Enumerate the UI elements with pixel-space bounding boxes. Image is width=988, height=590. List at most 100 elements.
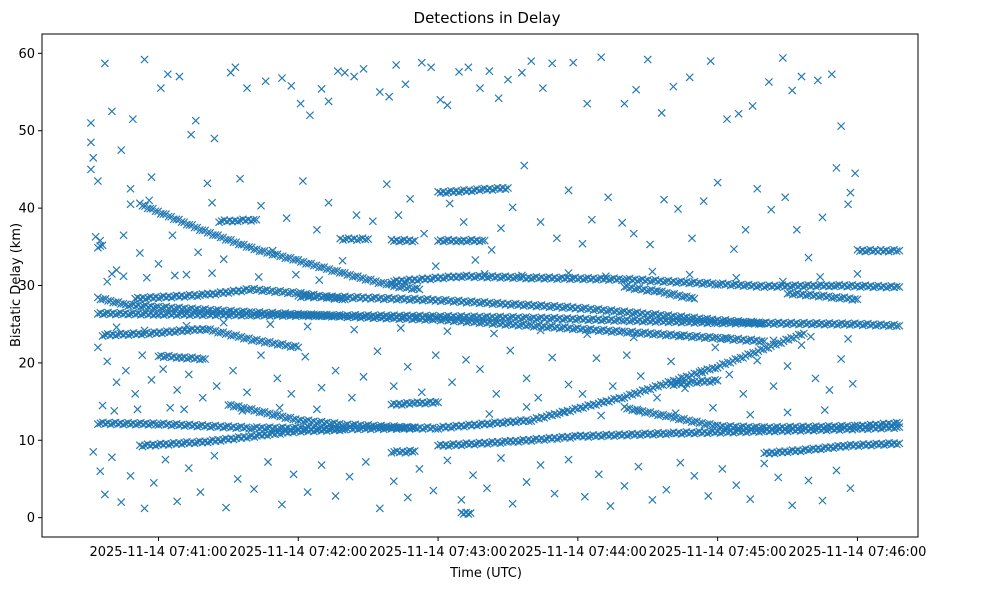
detection-point [685, 378, 694, 387]
detection-point [797, 330, 806, 339]
detection-point [816, 445, 825, 454]
y-tick-label: 30 [18, 279, 35, 294]
detection-point [814, 292, 823, 301]
detection-point [413, 276, 422, 285]
detection-point [610, 432, 619, 441]
detection-point [273, 425, 282, 434]
detection-point [645, 286, 654, 295]
detection-point [117, 146, 126, 155]
detection-point [136, 302, 145, 311]
detection-point [263, 409, 272, 418]
detection-point [757, 319, 766, 328]
detection-point [625, 284, 634, 293]
detection-point [410, 236, 419, 245]
detection-point [615, 308, 624, 317]
detection-point [408, 423, 417, 432]
detection-point [833, 320, 842, 329]
detection-point [704, 491, 713, 500]
detection-point [317, 312, 326, 321]
detection-point [126, 200, 135, 209]
detection-point [625, 317, 634, 326]
detection-point [457, 273, 466, 282]
detection-point [263, 457, 272, 466]
detection-point [119, 231, 128, 240]
detection-point [807, 320, 816, 329]
detection-point [606, 502, 615, 511]
detection-point [219, 255, 228, 264]
detection-point [222, 503, 231, 512]
detection-point [472, 421, 481, 430]
detection-point [180, 422, 189, 431]
detection-point [159, 353, 168, 362]
detection-point [783, 448, 792, 457]
y-tick-label: 10 [18, 434, 35, 449]
detection-point [296, 293, 305, 302]
detection-point [841, 442, 850, 451]
detection-point [333, 67, 342, 76]
detection-point [371, 423, 380, 432]
detection-point [180, 292, 189, 301]
detection-point [96, 467, 105, 476]
detection-point [494, 94, 503, 103]
detection-point [542, 323, 551, 332]
detection-point [597, 53, 606, 62]
detection-point [739, 282, 748, 291]
detection-point [760, 319, 769, 328]
detection-point [519, 301, 528, 310]
detection-point [190, 439, 199, 448]
detection-point [151, 441, 160, 450]
detection-point [359, 372, 368, 381]
detection-point [106, 420, 115, 429]
detection-point [757, 337, 766, 346]
detection-point [420, 229, 429, 238]
detection-point [298, 177, 307, 186]
detection-point [149, 419, 158, 428]
detection-point [794, 320, 803, 329]
detection-point [237, 287, 246, 296]
detection-point [713, 178, 722, 187]
detection-point [245, 405, 254, 414]
detection-point [369, 277, 378, 286]
detection-point [801, 291, 810, 300]
detection-point [635, 407, 644, 416]
detection-point [172, 215, 181, 224]
detection-point [457, 495, 466, 504]
detection-point [464, 509, 473, 518]
detection-point [89, 153, 98, 162]
detection-point [671, 409, 680, 418]
detection-point [296, 257, 305, 266]
detection-point [103, 357, 112, 366]
detection-point [844, 200, 853, 209]
detection-point [96, 236, 105, 245]
detection-point [119, 420, 128, 429]
detection-point [443, 101, 452, 110]
detection-point [792, 225, 801, 234]
detection-point [722, 334, 731, 343]
detection-point [635, 329, 644, 338]
detection-point [498, 419, 507, 428]
detection-point [517, 68, 526, 77]
detection-point [843, 282, 852, 291]
detection-point [638, 386, 647, 395]
detection-point [629, 229, 638, 238]
detection-point [744, 350, 753, 359]
detection-point [729, 245, 738, 254]
detection-point [682, 416, 691, 425]
chart-title: Detections in Delay [414, 9, 561, 27]
detection-point [216, 328, 225, 337]
detection-point [579, 275, 588, 284]
detection-point [506, 346, 515, 355]
detection-point [208, 327, 217, 336]
detection-point [237, 403, 246, 413]
detection-point [93, 343, 102, 352]
detection-point [133, 405, 142, 414]
detection-point [769, 382, 778, 391]
detection-point [690, 369, 699, 378]
detection-point [141, 295, 150, 304]
detection-point [408, 237, 417, 246]
detection-point [417, 58, 426, 67]
detection-point [163, 70, 172, 79]
detection-point [131, 420, 140, 429]
detection-point [196, 488, 205, 497]
detection-point [291, 270, 300, 279]
